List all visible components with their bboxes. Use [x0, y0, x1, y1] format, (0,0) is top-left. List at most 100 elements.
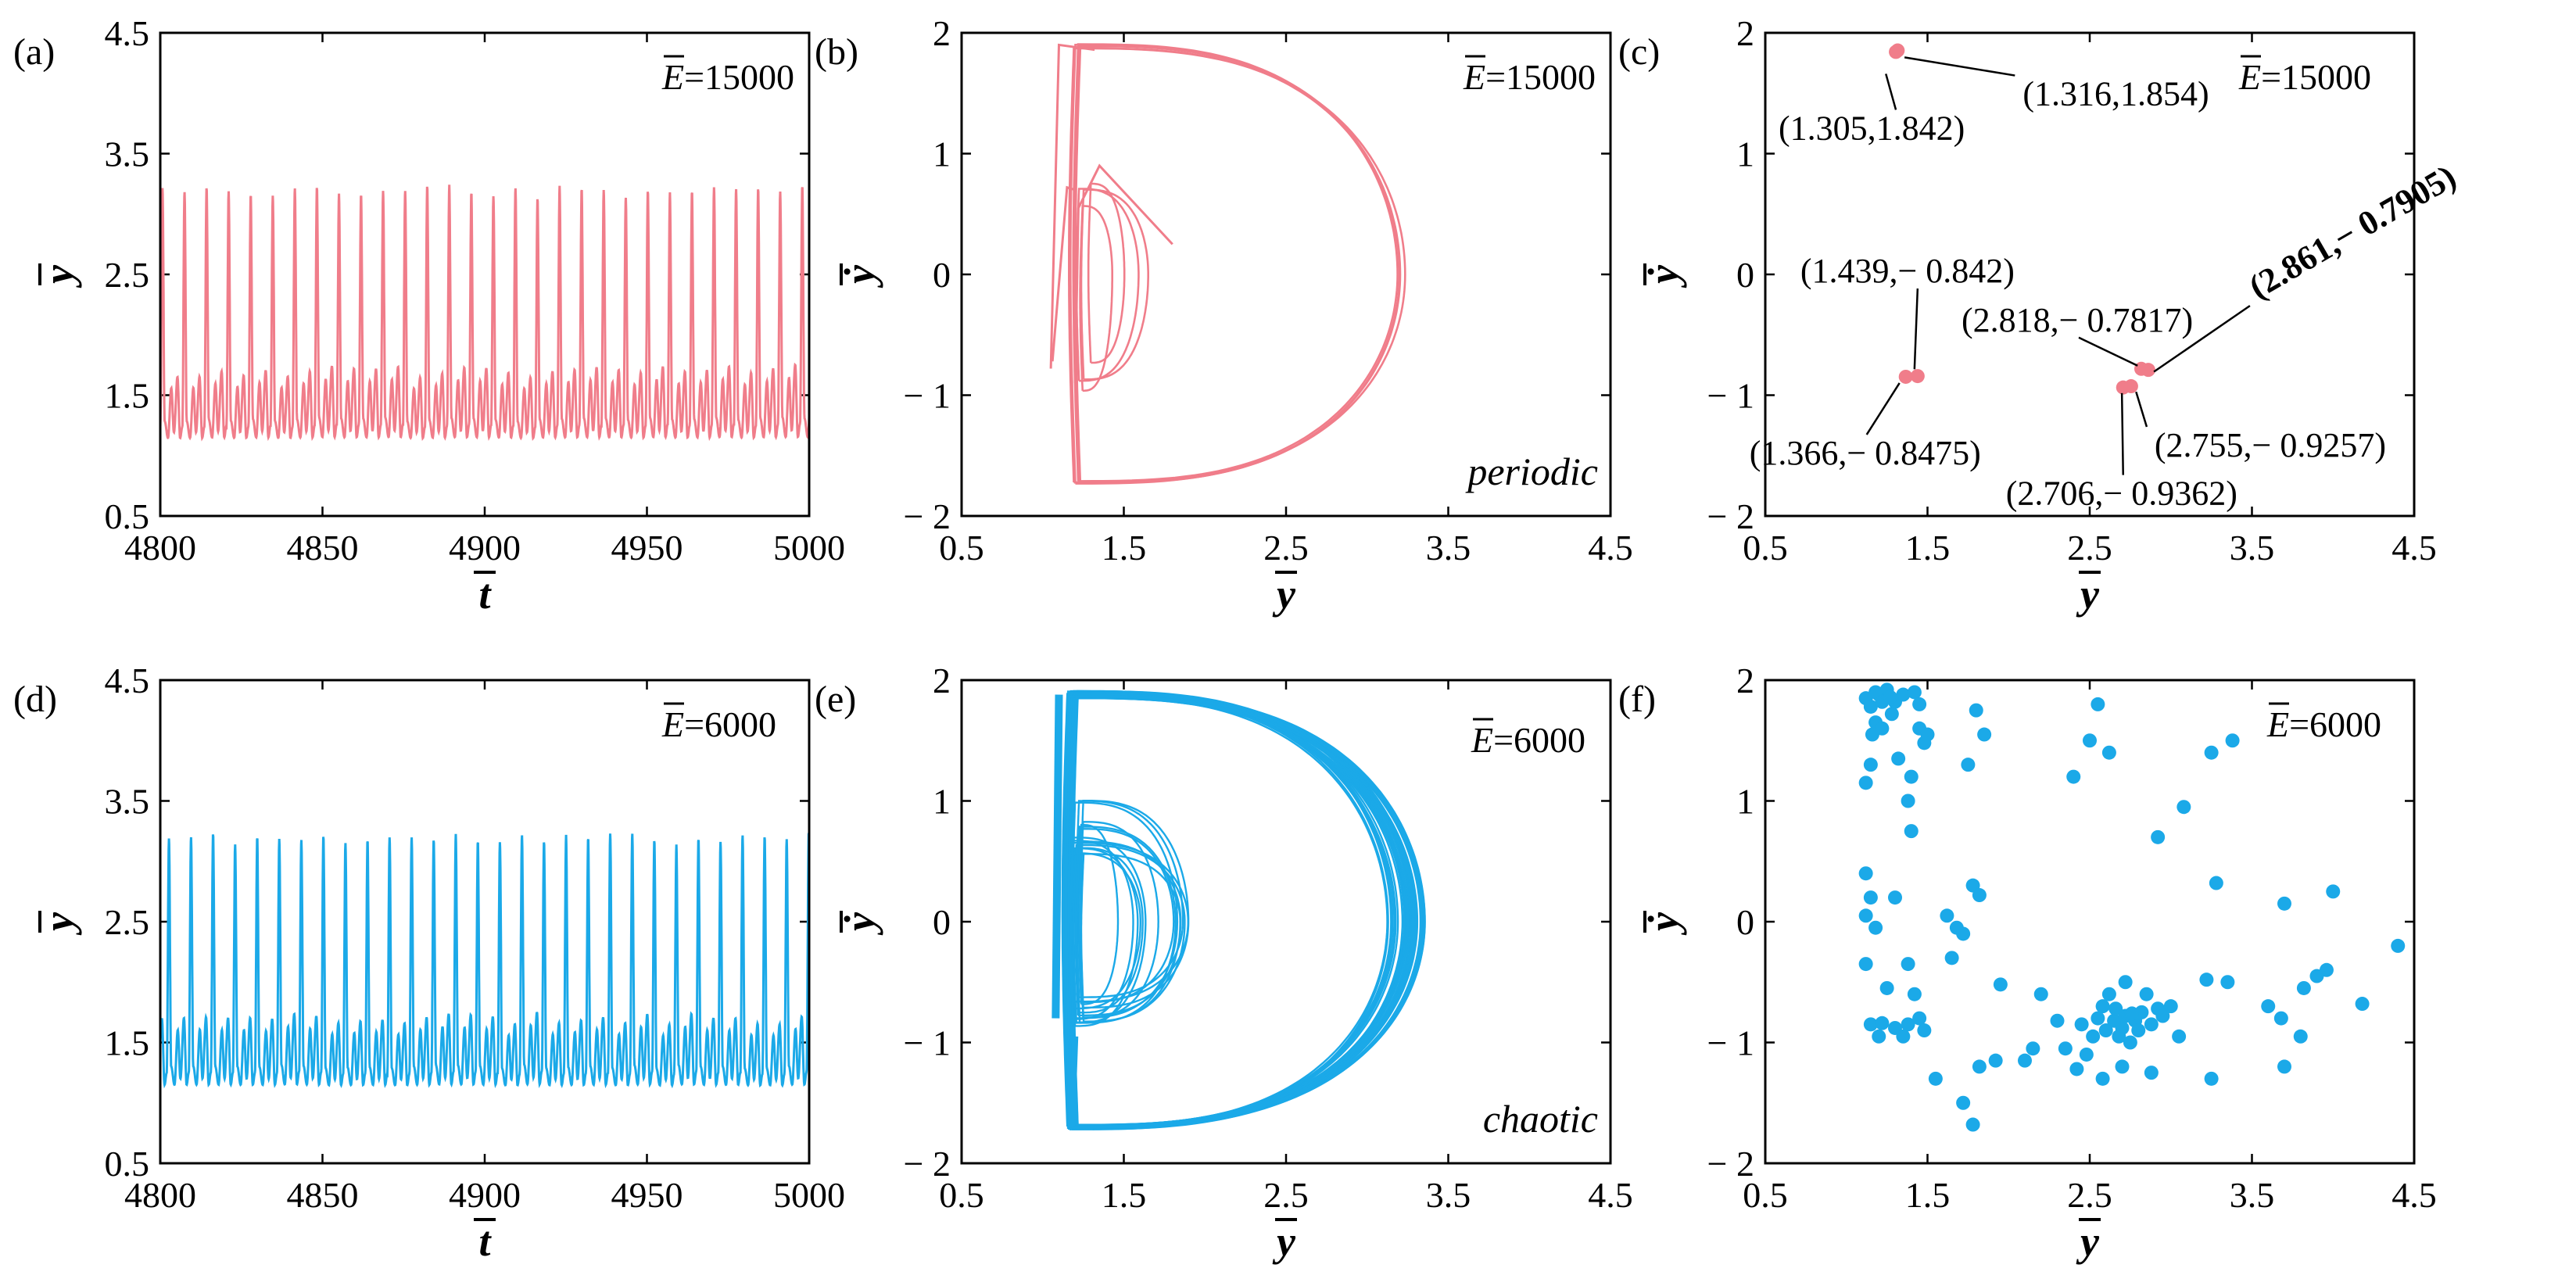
- poincare-point: [2326, 884, 2341, 899]
- plot-frame: [1764, 679, 2416, 1165]
- regime-label: periodic: [1465, 450, 1598, 493]
- trajectory-loop: [1071, 690, 1410, 1129]
- trajectory-loop: [1070, 697, 1407, 1129]
- poincare-point: [2204, 745, 2219, 760]
- point-label: (1.366,− 0.8475): [1750, 434, 1981, 472]
- y-tick-label: 2: [1736, 13, 1754, 53]
- poincare-point: [2108, 1001, 2123, 1016]
- energy-symbol: E: [2238, 57, 2261, 97]
- point-label: (2.706,− 0.9362): [2006, 475, 2237, 513]
- energy-symbol: E: [661, 57, 684, 97]
- trajectory-inner-loop: [1075, 800, 1184, 998]
- poincare-point: [1890, 43, 1905, 58]
- trajectory-inner-loop: [1077, 823, 1120, 1005]
- poincare-point: [2026, 1041, 2040, 1056]
- poincare-point: [2058, 1041, 2073, 1056]
- poincare-point: [1907, 987, 1922, 1001]
- y-tick-label: − 1: [904, 1023, 951, 1063]
- y-axis-label-group: ẏ: [1640, 263, 1687, 288]
- trajectory-loop: [1063, 692, 1410, 1128]
- energy-value: =15000: [1485, 57, 1596, 97]
- energy-annotation: E=6000: [2266, 704, 2381, 744]
- trajectory-inner-loop: [1069, 840, 1134, 1020]
- poincare-point: [2069, 1062, 2084, 1076]
- plot-frame: [159, 31, 811, 518]
- y-tick-label: 1: [1736, 134, 1754, 174]
- y-axis-label-group: ẏ: [837, 263, 883, 288]
- y-tick-label: 3.5: [105, 134, 150, 174]
- point-label: (1.439,− 0.842): [1800, 252, 2015, 290]
- panel-label: (a): [13, 31, 55, 73]
- y-axis-label: ẏ: [837, 264, 883, 288]
- trajectory-inner-loop: [1080, 853, 1181, 1023]
- poincare-point: [1884, 707, 1899, 722]
- poincare-point: [1858, 866, 1873, 881]
- x-tick-label: 2.5: [1263, 528, 1309, 568]
- point-label: (1.305,1.842): [1779, 109, 1965, 147]
- x-tick-label: 2.5: [2067, 528, 2112, 568]
- x-tick-label: 4800: [124, 528, 196, 568]
- poincare-point: [2066, 769, 2081, 784]
- plot-frame: [159, 679, 811, 1165]
- trajectory-band: [1052, 694, 1063, 1019]
- trajectory-loop: [1069, 43, 1401, 485]
- poincare-point: [1863, 1017, 1878, 1032]
- x-tick-label: 0.5: [1743, 528, 1788, 568]
- y-tick-label: − 1: [1707, 376, 1754, 416]
- poincare-point: [2296, 980, 2311, 995]
- y-tick-label: 1: [933, 782, 951, 822]
- y-axis-label: ẏ: [1640, 264, 1687, 288]
- poincare-point: [1993, 977, 2008, 992]
- trajectory-inner-loop: [1077, 828, 1175, 1004]
- poincare-point: [2050, 1013, 2065, 1028]
- poincare-point: [1944, 951, 1959, 965]
- x-axis-label: y: [2076, 1218, 2100, 1265]
- energy-value: =15000: [2261, 57, 2371, 97]
- y-tick-label: − 1: [1707, 1023, 1754, 1063]
- y-tick-label: 0: [933, 902, 951, 942]
- y-axis-label-group: y: [35, 263, 82, 288]
- y-tick-label: 0: [1736, 255, 1754, 295]
- x-tick-label: 4.5: [2391, 528, 2437, 568]
- x-axis-label: t: [478, 1218, 492, 1265]
- y-tick-label: 1: [1736, 782, 1754, 822]
- poincare-point: [2261, 999, 2276, 1014]
- poincare-point: [2086, 1029, 2101, 1044]
- x-tick-label: 4850: [287, 528, 359, 568]
- poincare-point: [2083, 733, 2097, 748]
- plot-frame: [960, 31, 1612, 518]
- trajectory-branch: [1051, 185, 1076, 362]
- trajectory-loop: [1071, 692, 1417, 1128]
- panel-c: 0.5 1.5 2.5 3.5 4.5 2 1 0 − 1 − 2 (1.305,1.842) (1.…: [1618, 13, 2463, 618]
- plot-frame: [960, 679, 1612, 1165]
- panel-f: 0.5 1.5 2.5 3.5 4.5 2 1 0 − 1 − 2 (f) y ẏ E=6000: [1618, 661, 2437, 1265]
- trajectory-loop: [1073, 45, 1402, 485]
- y-axis-label-group: ẏ: [837, 911, 883, 936]
- poincare-point: [2155, 1008, 2170, 1023]
- poincare-point: [2144, 1017, 2159, 1032]
- x-tick-label: 1.5: [1102, 1175, 1147, 1215]
- panel-label: (d): [13, 679, 57, 720]
- poincare-point: [1863, 890, 1878, 905]
- poincare-point: [2391, 938, 2406, 953]
- poincare-point: [1940, 908, 1954, 923]
- poincare-point: [1901, 793, 1915, 808]
- trajectory-loop: [1071, 690, 1413, 1130]
- poincare-point: [1956, 926, 1971, 941]
- poincare-point: [1988, 1053, 2003, 1068]
- poincare-point: [2141, 363, 2155, 378]
- poincare-point: [2204, 1071, 2219, 1086]
- poincare-point: [2151, 829, 2166, 844]
- energy-value: =6000: [1493, 720, 1585, 760]
- panel-e: 0.5 1.5 2.5 3.5 4.5 2 1 0 − 1 − 2 (e) y ẏ E=6000 chao…: [815, 661, 1633, 1265]
- trajectory-branch: [1049, 43, 1095, 369]
- poincare-point: [1904, 824, 1919, 839]
- panel-label: (c): [1618, 31, 1660, 73]
- trajectory-inner-loop: [1071, 847, 1139, 1027]
- trajectory-branch: [1073, 163, 1173, 384]
- poincare-point: [1928, 1071, 1943, 1086]
- panel-label: (e): [815, 679, 856, 720]
- x-tick-label: 4800: [124, 1175, 196, 1215]
- annotation-arrow: [2153, 305, 2251, 373]
